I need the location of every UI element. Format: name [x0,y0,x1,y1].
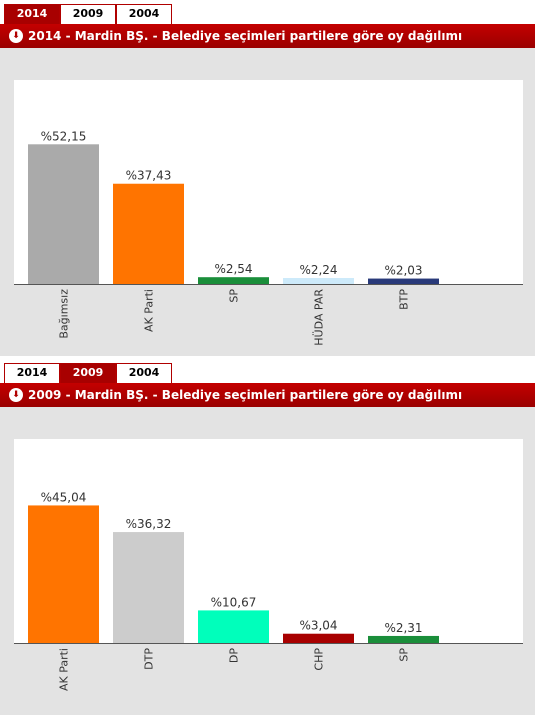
year-tabs: 2014 2009 2004 [4,363,172,383]
bar-chp [283,633,354,643]
category-label-dp: DP [228,648,241,663]
tab-2009[interactable]: 2009 [60,363,116,383]
chart-header: ⬇ 2009 - Mardin BŞ. - Belediye seçimleri… [0,383,535,407]
bar-btp [368,278,439,284]
value-label-btp: %2,03 [384,264,422,278]
value-label-sp: %2,31 [384,621,422,635]
tab-2004[interactable]: 2004 [116,4,172,24]
bar-ak-parti [113,183,184,284]
value-label-bagimsiz: %52,15 [41,129,87,143]
chart-title: 2014 - Mardin BŞ. - Belediye seçimleri p… [28,29,463,43]
tab-2014[interactable]: 2014 [4,363,60,383]
category-label-sp: SP [398,648,411,662]
bar-chart: %52,15 Bağımsız %37,43 AK Parti %2,54 SP %2,24… [14,80,523,346]
bar-sp [198,277,269,284]
value-label-huda-par: %2,24 [299,263,337,277]
bar-dtp [113,532,184,643]
tab-2009[interactable]: 2009 [60,4,116,24]
chart-area: %45,04 AK Parti %36,32 DTP %10,67 DP %3,04 CHP%… [0,407,535,715]
chart-panel-2009: 2014 2009 2004 ⬇ 2009 - Mardin BŞ. - Bel… [0,363,535,715]
value-label-dp: %10,67 [211,595,257,609]
bar-bagimsiz [28,144,99,284]
value-label-chp: %3,04 [299,619,337,633]
chart-header: ⬇ 2014 - Mardin BŞ. - Belediye seçimleri… [0,24,535,48]
value-label-sp: %2,54 [214,262,252,276]
category-label-ak-parti: AK Parti [143,289,156,332]
year-tabs: 2014 2009 2004 [4,4,172,24]
category-label-dtp: DTP [143,648,156,670]
category-label-chp: CHP [313,648,326,671]
bar-dp [198,610,269,643]
bar-huda-par [283,277,354,284]
bar-sp [368,635,439,643]
value-label-dtp: %36,32 [126,517,172,531]
value-label-ak-parti: %45,04 [41,490,87,504]
bar-chart: %45,04 AK Parti %36,32 DTP %10,67 DP %3,04 CHP%… [14,439,523,691]
category-label-huda-par: HÜDA PAR [313,289,326,346]
chart-area: %52,15 Bağımsız %37,43 AK Parti %2,54 SP %2,24… [0,48,535,356]
chart-panel-2014: 2014 2009 2004 ⬇ 2014 - Mardin BŞ. - Bel… [0,4,535,356]
category-label-bagimsiz: Bağımsız [58,289,71,339]
chart-title: 2009 - Mardin BŞ. - Belediye seçimleri p… [28,388,463,402]
category-label-ak-parti: AK Parti [58,648,71,691]
bar-ak-parti [28,505,99,643]
tab-2004[interactable]: 2004 [116,363,172,383]
tab-2014[interactable]: 2014 [4,4,60,24]
category-label-sp: SP [228,289,241,303]
category-label-btp: BTP [398,289,411,310]
value-label-ak-parti: %37,43 [126,169,172,183]
download-circle-icon[interactable]: ⬇ [9,388,23,402]
download-circle-icon[interactable]: ⬇ [9,29,23,43]
